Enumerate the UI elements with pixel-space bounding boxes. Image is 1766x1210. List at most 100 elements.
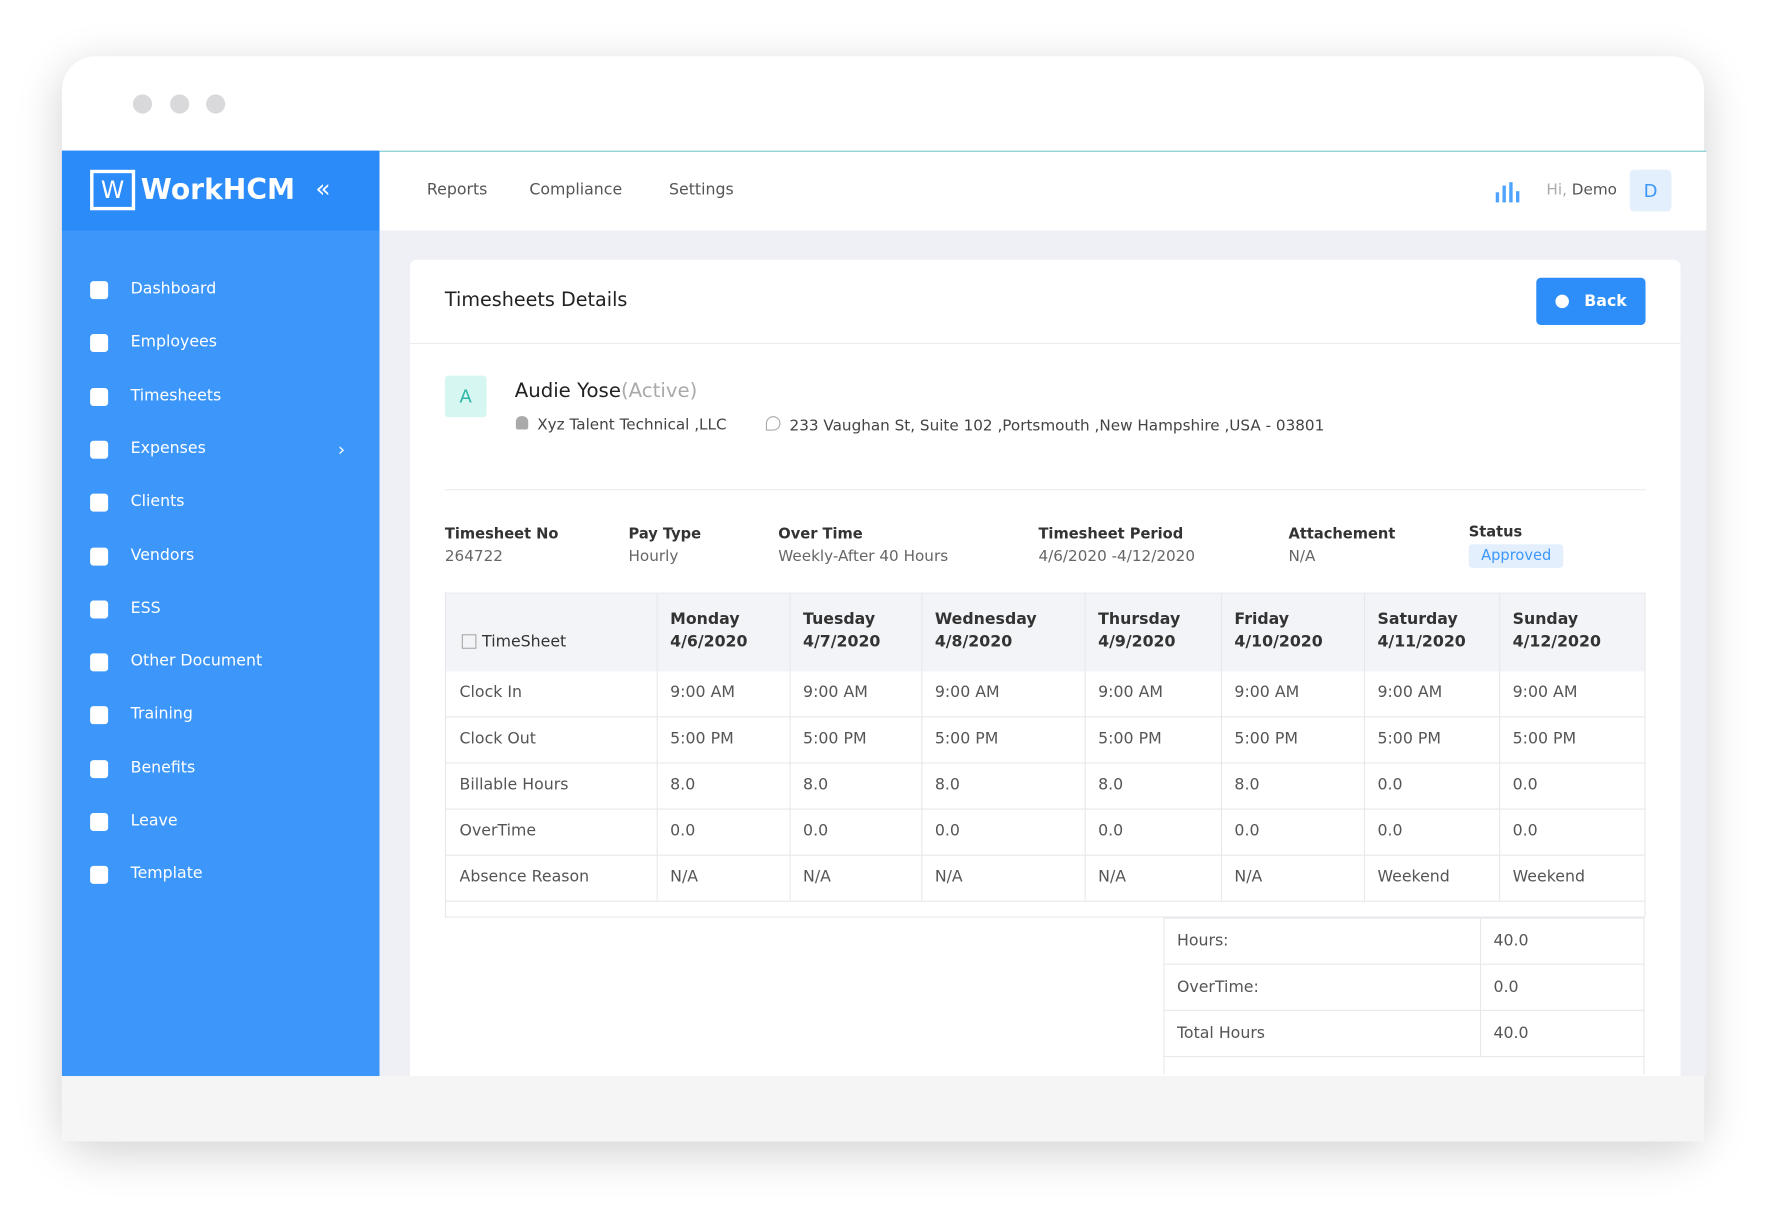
nav-item[interactable]: Template — [130, 865, 203, 884]
cell: 9:00 AM — [1512, 683, 1578, 702]
cell: N/A — [1098, 868, 1127, 887]
cell: N/A — [670, 868, 699, 887]
row-divider — [446, 854, 1645, 856]
column-divider — [656, 593, 658, 901]
meta-label: Timesheet No — [444, 526, 559, 544]
nav-item[interactable]: Timesheets — [130, 386, 222, 405]
nav-item[interactable]: Benefits — [130, 758, 196, 777]
back-icon — [1554, 294, 1569, 309]
chart-icon[interactable] — [1495, 182, 1521, 203]
cell: 8.0 — [670, 775, 696, 794]
day-header: Wednesday — [934, 610, 1037, 629]
back-label: Back — [1584, 292, 1627, 311]
date-header: 4/7/2020 — [803, 633, 881, 652]
nav-icon — [90, 334, 109, 353]
nav-item[interactable]: Training — [130, 705, 193, 724]
employee-name: Audie Yose — [514, 380, 621, 403]
user-avatar[interactable]: D — [1629, 169, 1672, 212]
summary-row-line — [1164, 1055, 1645, 1058]
divider — [444, 489, 1646, 491]
cell: 8.0 — [1098, 775, 1124, 794]
date-header: 4/10/2020 — [1234, 633, 1323, 652]
date-header: 4/12/2020 — [1512, 633, 1601, 652]
meta-label: Over Time — [778, 526, 863, 544]
address: 233 Vaughan St, Suite 102 ,Portsmouth ,N… — [789, 417, 1325, 436]
summary-label: Total Hours — [1176, 1024, 1266, 1043]
nav-item[interactable]: Dashboard — [130, 280, 217, 298]
page-title: Timesheets Details — [444, 288, 628, 312]
nav-icon — [90, 706, 109, 725]
nav-icon — [90, 440, 109, 459]
cell: 9:00 AM — [670, 683, 735, 702]
greeting: Hi, — [1546, 181, 1567, 200]
row-divider — [446, 900, 1645, 902]
top-nav-item[interactable]: Settings — [669, 181, 734, 200]
nav-item[interactable]: ESS — [130, 599, 161, 618]
row-label: Absence Reason — [459, 868, 590, 887]
nav-item[interactable]: Employees — [130, 333, 217, 352]
summary-label: Hours: — [1176, 932, 1229, 951]
cell: 0.0 — [1377, 822, 1403, 841]
nav-icon — [90, 281, 109, 300]
date-header: 4/6/2020 — [670, 633, 748, 652]
row-divider — [446, 808, 1645, 810]
back-button[interactable]: Back — [1536, 277, 1646, 325]
row-divider — [446, 716, 1645, 718]
cell: 8.0 — [1234, 775, 1260, 794]
summary-value: 40.0 — [1493, 932, 1529, 951]
cell: 0.0 — [1512, 775, 1538, 794]
expand-arrow[interactable]: › — [337, 438, 346, 460]
cell: N/A — [934, 868, 963, 887]
meta-label: Attachement — [1288, 526, 1396, 544]
date-header: 4/8/2020 — [934, 633, 1013, 652]
nav-icon — [90, 653, 109, 672]
company-icon — [515, 416, 529, 430]
calendar-icon — [461, 634, 477, 649]
column-divider — [1363, 593, 1366, 901]
topbar — [379, 150, 1707, 231]
meta-label: Pay Type — [628, 526, 702, 544]
collapse-icon[interactable]: « — [315, 175, 331, 204]
row-label: Clock In — [459, 683, 523, 702]
top-nav-item[interactable]: Reports — [426, 181, 488, 200]
divider — [409, 342, 1681, 345]
day-header: Saturday — [1377, 610, 1458, 629]
date-header: 4/9/2020 — [1098, 633, 1176, 652]
nav-icon — [90, 387, 109, 406]
logo-mark: W — [90, 169, 136, 211]
summary-table — [1163, 917, 1645, 1074]
nav-item[interactable]: Clients — [130, 492, 185, 511]
cell: 0.0 — [1098, 822, 1124, 841]
cell: Weekend — [1512, 868, 1585, 887]
column-divider — [1499, 593, 1501, 901]
cell: 9:00 AM — [1234, 683, 1300, 702]
timesheet-table — [444, 592, 1646, 918]
nav-icon — [90, 813, 109, 832]
day-header: Sunday — [1512, 610, 1579, 629]
column-divider — [789, 593, 791, 901]
meta-label: Status — [1468, 524, 1523, 541]
cell: 0.0 — [1234, 822, 1260, 841]
company: Xyz Talent Technical ,LLC — [537, 416, 727, 435]
day-header: Tuesday — [803, 610, 876, 629]
nav-item[interactable]: Expenses — [130, 439, 206, 458]
nav-icon — [90, 493, 109, 512]
day-header: Friday — [1234, 610, 1290, 629]
column-divider — [1220, 593, 1223, 901]
row-label: OverTime — [459, 822, 537, 841]
sidebar — [61, 150, 380, 1077]
cell: N/A — [1234, 868, 1263, 887]
meta-value: Hourly — [628, 547, 679, 566]
top-nav-item[interactable]: Compliance — [529, 181, 623, 200]
window-dot — [132, 94, 153, 114]
nav-item[interactable]: Vendors — [130, 545, 195, 564]
row-divider — [446, 762, 1645, 764]
window-dot — [206, 94, 226, 114]
nav-item[interactable]: Other Document — [130, 652, 263, 671]
cell: 5:00 PM — [934, 729, 999, 748]
meta-value: N/A — [1288, 547, 1316, 566]
nav-icon — [90, 759, 109, 778]
summary-row-line — [1164, 1009, 1645, 1011]
nav-item[interactable]: Leave — [130, 811, 178, 830]
meta-label: Timesheet Period — [1038, 526, 1184, 544]
